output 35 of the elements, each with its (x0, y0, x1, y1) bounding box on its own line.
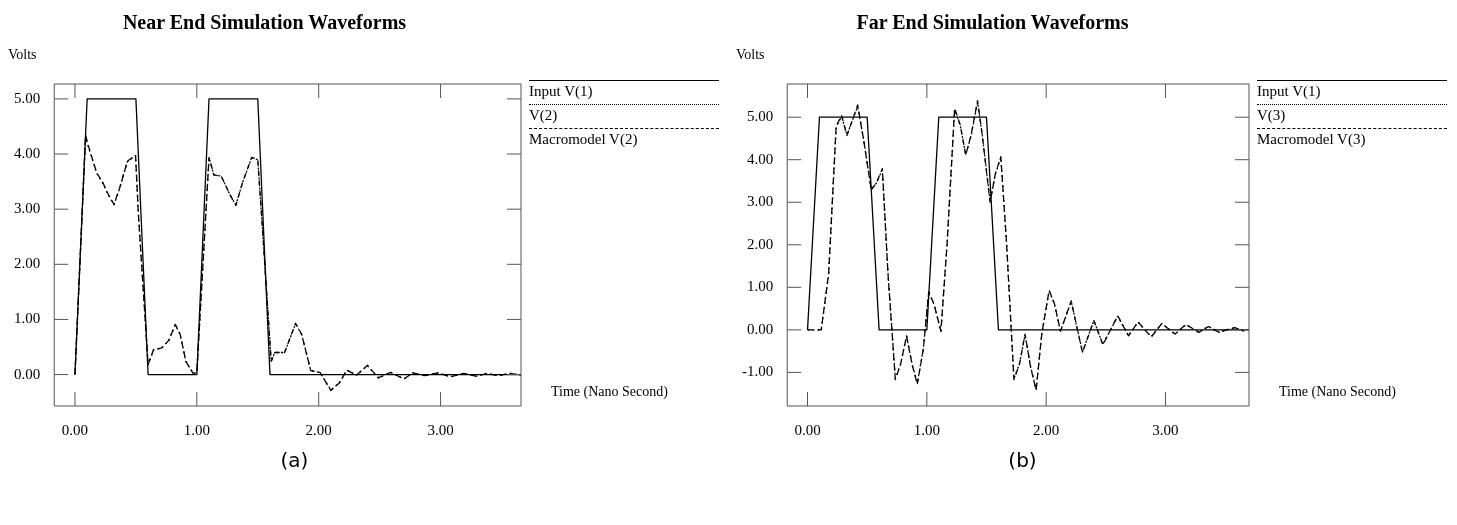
y-tick-label: 4.00 (747, 150, 774, 167)
text: (a) (279, 448, 310, 472)
x-tick-label: 2.00 (1033, 421, 1060, 438)
y-tick-label: -1.00 (742, 363, 774, 380)
text: V(3) (1257, 107, 1286, 123)
text: Input V(1) (1257, 83, 1321, 99)
chart-title: Far End Simulation Waveforms (856, 11, 1129, 34)
x-axis-title: Time (Nano Second) (551, 383, 669, 400)
y-tick-label: 1.00 (14, 310, 41, 327)
x-tick-label: 2.00 (305, 421, 332, 438)
y-tick-label: 0.00 (747, 320, 774, 337)
y-tick-label: 5.00 (747, 108, 774, 125)
y-tick-label: 3.00 (14, 200, 41, 217)
y-tick-label: 4.00 (14, 144, 41, 161)
x-tick-label: 0.00 (61, 421, 89, 438)
y-tick-label: 0.00 (14, 365, 41, 382)
x-tick-label: 0.00 (794, 421, 821, 438)
y-tick-label: 1.00 (747, 278, 774, 295)
y-tick-label: 3.00 (747, 193, 774, 210)
text: Input V(1) (529, 83, 593, 99)
chart-title: Near End Simulation Waveforms (122, 11, 407, 34)
text: V(2) (529, 107, 558, 123)
x-axis-title: Time (Nano Second) (1279, 383, 1397, 400)
y-axis-title: Volts (736, 46, 765, 62)
y-axis-title: Volts (8, 46, 37, 62)
x-tick-label: 1.00 (183, 421, 210, 438)
text: (b) (1007, 448, 1038, 472)
text: Macromodel V(2) (529, 131, 638, 147)
x-tick-label: 3.00 (1152, 421, 1179, 438)
y-tick-label: 2.00 (14, 255, 41, 272)
y-tick-label: 2.00 (747, 235, 774, 252)
y-tick-label: 5.00 (14, 89, 41, 106)
x-tick-label: 1.00 (913, 421, 940, 438)
x-tick-label: 3.00 (427, 421, 454, 438)
text: Macromodel V(3) (1257, 131, 1366, 147)
